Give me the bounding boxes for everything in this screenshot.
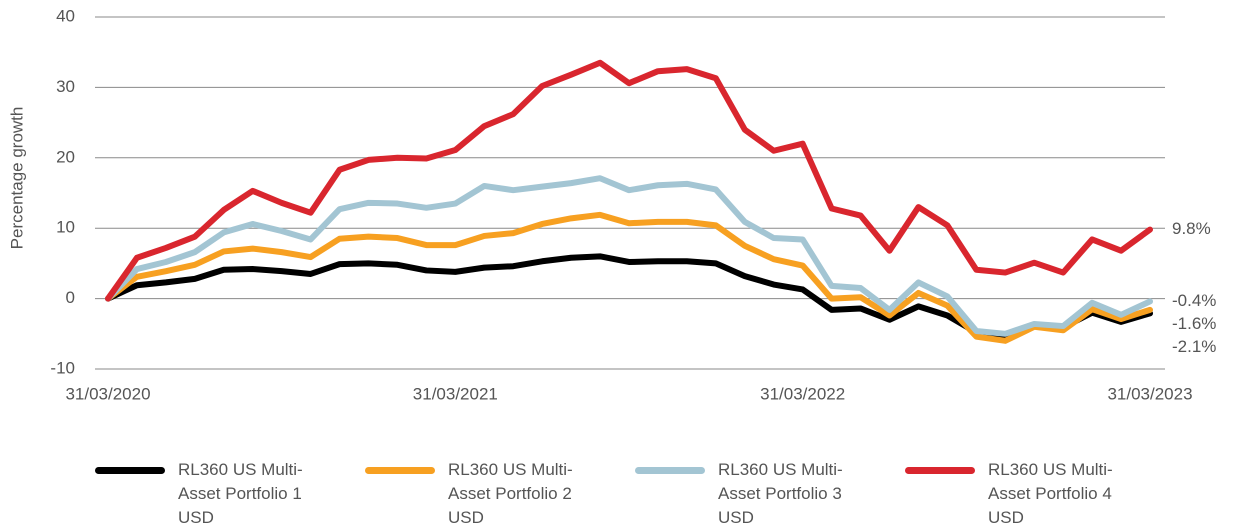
legend-swatch bbox=[95, 467, 165, 474]
y-tick-label: 40 bbox=[56, 6, 75, 25]
legend-label: RL360 US Multi-Asset Portfolio 2 USD bbox=[448, 460, 573, 527]
x-tick-label: 31/03/2021 bbox=[413, 384, 498, 403]
end-label: -2.1% bbox=[1172, 337, 1216, 356]
y-tick-label: 20 bbox=[56, 147, 75, 166]
y-tick-label: 30 bbox=[56, 77, 75, 96]
legend-swatch bbox=[365, 467, 435, 474]
end-label: -0.4% bbox=[1172, 291, 1216, 310]
y-axis-label: Percentage growth bbox=[7, 107, 26, 250]
end-label: 9.8% bbox=[1172, 219, 1211, 238]
legend: RL360 US Multi-Asset Portfolio 1 USD RL36… bbox=[95, 458, 1175, 530]
legend-item: RL360 US Multi-Asset Portfolio 4 USD bbox=[905, 458, 1175, 530]
end-label: -1.6% bbox=[1172, 314, 1216, 333]
legend-label: RL360 US Multi-Asset Portfolio 3 USD bbox=[718, 460, 843, 527]
legend-item: RL360 US Multi-Asset Portfolio 2 USD bbox=[365, 458, 635, 530]
chart: Percentage growth -10 0 10 20 30 40 31/03/2020… bbox=[7, 6, 1216, 403]
legend-item: RL360 US Multi-Asset Portfolio 3 USD bbox=[635, 458, 905, 530]
series-line bbox=[105, 211, 1153, 344]
legend-swatch bbox=[905, 467, 975, 474]
series-line bbox=[105, 253, 1153, 340]
legend-item: RL360 US Multi-Asset Portfolio 1 USD bbox=[95, 458, 365, 530]
x-tick-label: 31/03/2022 bbox=[760, 384, 845, 403]
x-tick-label: 31/03/2020 bbox=[65, 384, 150, 403]
legend-swatch bbox=[635, 467, 705, 474]
y-tick-label: 0 bbox=[66, 288, 75, 307]
x-tick-label: 31/03/2023 bbox=[1107, 384, 1192, 403]
legend-label: RL360 US Multi-Asset Portfolio 4 USD bbox=[988, 460, 1113, 527]
series-line bbox=[105, 59, 1153, 302]
y-tick-label: 10 bbox=[56, 218, 75, 237]
legend-label: RL360 US Multi-Asset Portfolio 1 USD bbox=[178, 460, 303, 527]
y-tick-label: -10 bbox=[50, 358, 75, 377]
series-line bbox=[105, 175, 1153, 337]
